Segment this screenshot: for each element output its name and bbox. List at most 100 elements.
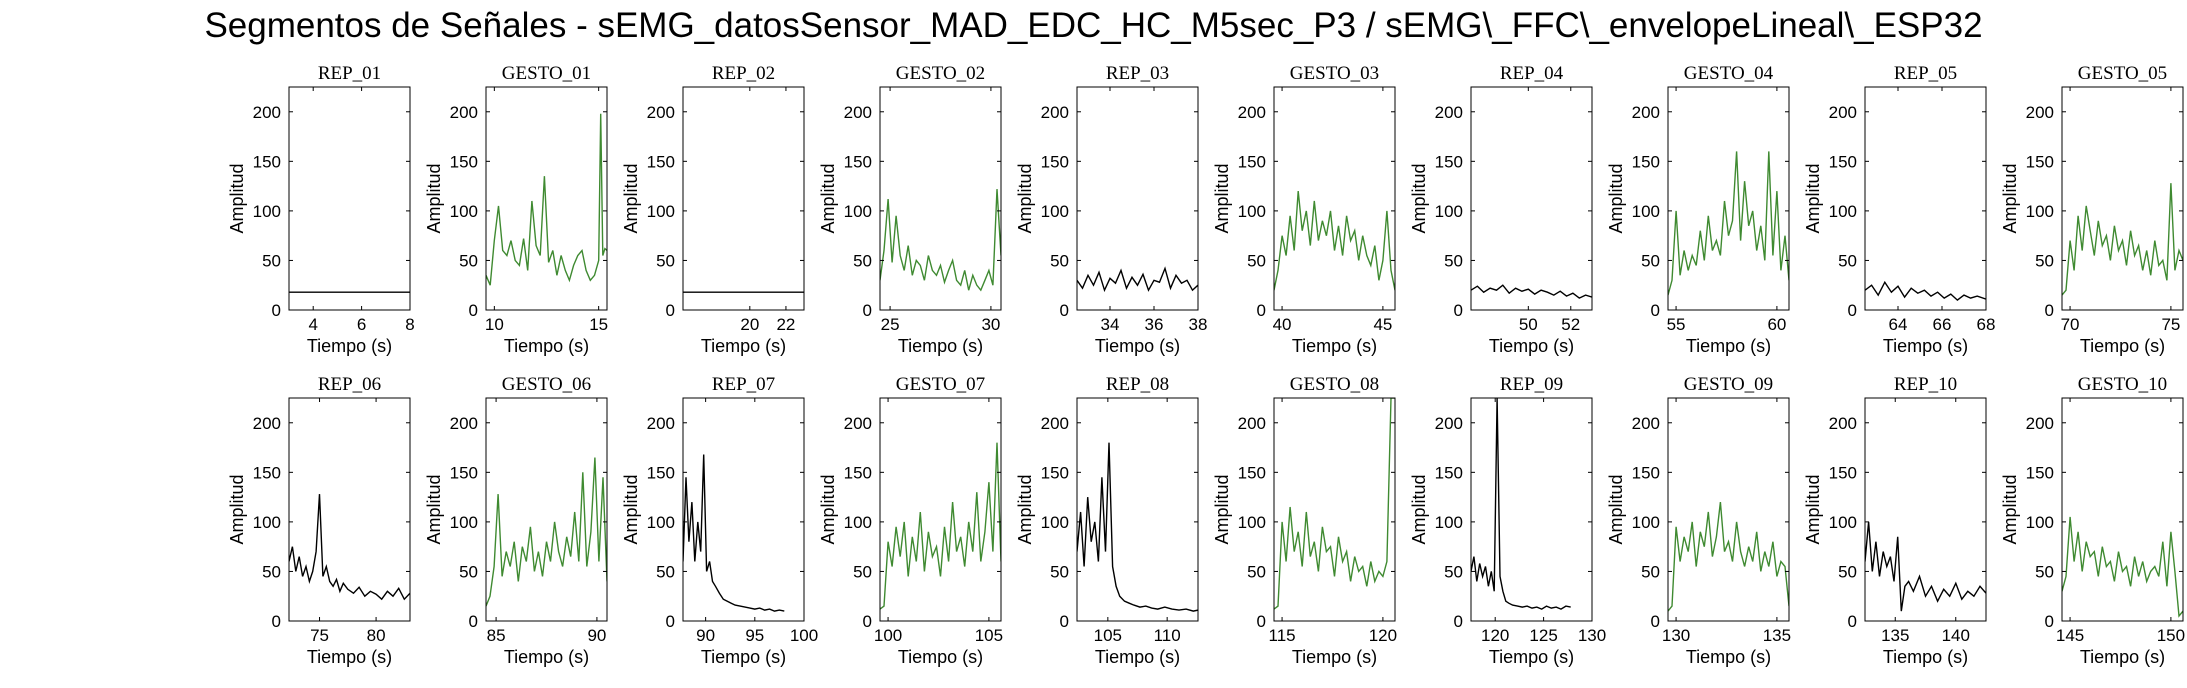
- y-tick-label: 50: [262, 562, 281, 581]
- x-axis-label: Tiempo (s): [2080, 647, 2165, 667]
- y-axis-label: Amplitud: [2000, 474, 2020, 544]
- x-tick-label: 110: [1154, 626, 1181, 645]
- y-axis-label: Amplitud: [818, 163, 838, 233]
- x-tick-label: 135: [1763, 626, 1791, 645]
- y-tick-label: 200: [1435, 103, 1463, 122]
- y-tick-label: 50: [1050, 562, 1069, 581]
- y-tick-label: 100: [1041, 202, 1069, 221]
- y-tick-label: 100: [1435, 202, 1463, 221]
- y-tick-label: 50: [656, 562, 675, 581]
- y-axis-label: Amplitud: [1803, 474, 1823, 544]
- y-tick-label: 200: [647, 103, 675, 122]
- y-tick-label: 0: [1060, 301, 1069, 320]
- series-line: [1471, 284, 1592, 299]
- y-tick-label: 200: [1829, 103, 1857, 122]
- subplot-title: REP_08: [1106, 374, 1169, 395]
- x-tick-label: 22: [776, 315, 795, 334]
- y-axis-label: Amplitud: [621, 163, 641, 233]
- x-tick-label: 130: [1578, 626, 1606, 645]
- x-tick-label: 10: [485, 315, 504, 334]
- series-line: [1668, 151, 1789, 296]
- y-tick-label: 200: [844, 103, 872, 122]
- subplot-title: GESTO_01: [502, 63, 591, 84]
- y-tick-label: 50: [1838, 562, 1857, 581]
- axes-box: [682, 397, 805, 622]
- y-axis-label: Amplitud: [1015, 474, 1035, 544]
- axes-box: [1273, 397, 1396, 622]
- x-tick-label: 36: [1145, 315, 1164, 334]
- series-line: [1668, 502, 1789, 612]
- y-tick-label: 0: [863, 301, 872, 320]
- axes-box: [1667, 397, 1790, 622]
- axes-box: [485, 86, 608, 311]
- y-axis-label: Amplitud: [621, 474, 641, 544]
- x-tick-label: 75: [310, 626, 329, 645]
- subplot-title: REP_06: [318, 374, 381, 395]
- axes-box: [485, 397, 608, 622]
- y-tick-label: 150: [647, 463, 675, 482]
- subplot-title: REP_01: [318, 63, 381, 84]
- x-axis-label: Tiempo (s): [1095, 336, 1180, 356]
- y-tick-label: 50: [1641, 562, 1660, 581]
- series-line: [1865, 521, 1986, 612]
- x-tick-label: 6: [357, 315, 366, 334]
- y-tick-label: 150: [1829, 152, 1857, 171]
- y-tick-label: 0: [1651, 301, 1660, 320]
- y-axis-label: Amplitud: [1212, 163, 1232, 233]
- axes-box: [879, 397, 1002, 622]
- series-line: [2062, 183, 2183, 296]
- y-axis-label: Amplitud: [1015, 163, 1035, 233]
- y-tick-label: 100: [450, 202, 478, 221]
- x-tick-label: 55: [1667, 315, 1686, 334]
- y-tick-label: 150: [2026, 152, 2054, 171]
- subplot-gesto-06: 0 50 100 150 200 85 90 GESTO_06 Tiempo (s) Amplit…: [424, 374, 608, 667]
- y-tick-label: 150: [1041, 152, 1069, 171]
- y-tick-label: 100: [1632, 513, 1660, 532]
- subplot-rep-10: 0 50 100 150 200 135 140 REP_10 Tiempo (s) Amplit…: [1803, 374, 1987, 667]
- subplot-rep-09: 0 50 100 150 200 120 125 130 REP_09 Tiempo (s) Amp…: [1409, 374, 1606, 667]
- x-axis-label: Tiempo (s): [1489, 647, 1574, 667]
- y-tick-label: 100: [647, 513, 675, 532]
- y-tick-label: 0: [1454, 612, 1463, 631]
- y-axis-label: Amplitud: [227, 474, 247, 544]
- x-tick-label: 64: [1889, 315, 1908, 334]
- x-tick-label: 100: [790, 626, 818, 645]
- subplot-title: GESTO_04: [1684, 63, 1774, 84]
- y-tick-label: 200: [1238, 103, 1266, 122]
- axes-box: [1864, 397, 1987, 622]
- x-axis-label: Tiempo (s): [1292, 647, 1377, 667]
- y-tick-label: 200: [844, 414, 872, 433]
- y-tick-label: 100: [844, 513, 872, 532]
- subplot-title: GESTO_07: [896, 374, 985, 395]
- x-tick-label: 60: [1767, 315, 1786, 334]
- subplot-rep-01: 0 50 100 150 200 4 6 8 REP_01 Tiempo (s) Amplitud: [227, 63, 415, 356]
- y-tick-label: 200: [253, 414, 281, 433]
- x-tick-label: 52: [1561, 315, 1580, 334]
- y-tick-label: 100: [1041, 513, 1069, 532]
- y-tick-label: 100: [2026, 513, 2054, 532]
- subplot-title: GESTO_10: [2078, 374, 2167, 395]
- subplot-title: REP_09: [1500, 374, 1563, 395]
- y-tick-label: 150: [253, 463, 281, 482]
- y-tick-label: 50: [1838, 251, 1857, 270]
- subplot-title: GESTO_06: [502, 374, 591, 395]
- series-line: [289, 494, 410, 601]
- y-tick-label: 0: [1257, 612, 1266, 631]
- y-tick-label: 100: [450, 513, 478, 532]
- y-tick-label: 200: [450, 103, 478, 122]
- y-tick-label: 50: [656, 251, 675, 270]
- y-axis-label: Amplitud: [424, 474, 444, 544]
- x-axis-label: Tiempo (s): [1489, 336, 1574, 356]
- x-tick-label: 15: [589, 315, 608, 334]
- x-tick-label: 150: [2157, 626, 2185, 645]
- subplot-title: GESTO_09: [1684, 374, 1773, 395]
- axes-box: [682, 86, 805, 311]
- x-tick-label: 20: [740, 315, 759, 334]
- y-tick-label: 150: [450, 152, 478, 171]
- y-tick-label: 0: [863, 612, 872, 631]
- y-axis-label: Amplitud: [424, 163, 444, 233]
- y-tick-label: 50: [853, 562, 872, 581]
- subplot-rep-03: 0 50 100 150 200 34 36 38 REP_03 Tiempo (s) Amplit…: [1015, 63, 1207, 356]
- x-axis-label: Tiempo (s): [1095, 647, 1180, 667]
